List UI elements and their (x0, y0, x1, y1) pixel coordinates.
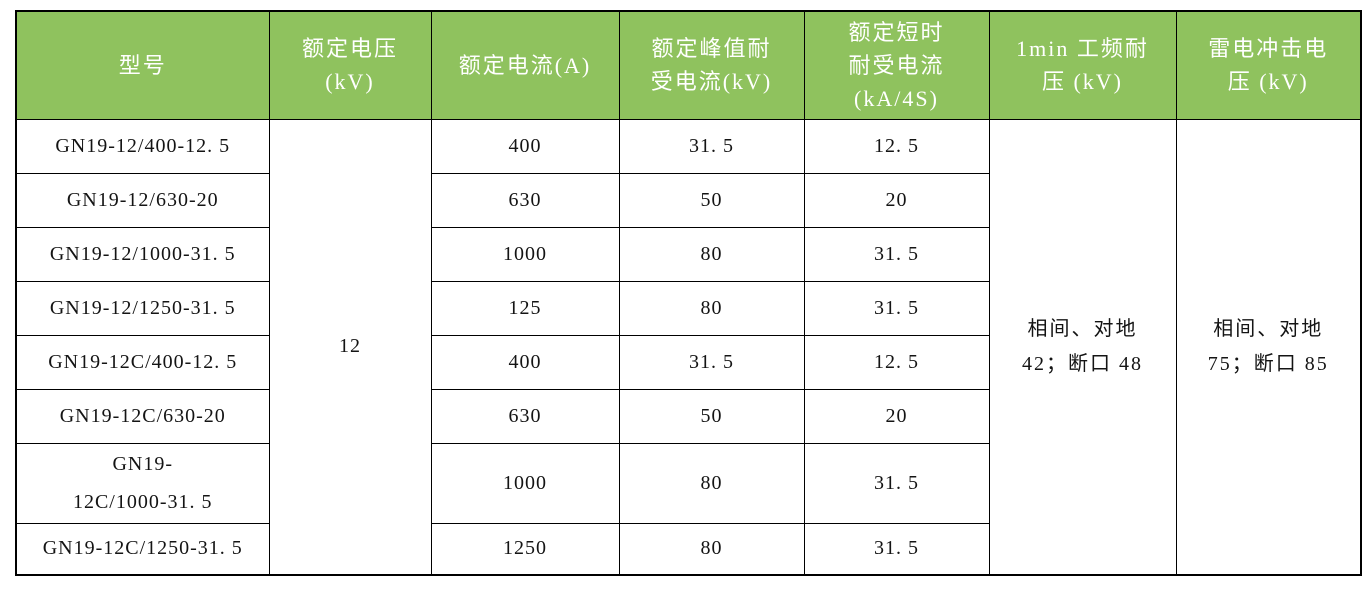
model-cell: GN19- 12C/1000-31. 5 (15, 442, 270, 524)
short-time-current-cell: 31. 5 (803, 280, 990, 336)
peak-current-cell: 80 (618, 280, 805, 336)
header-text: (kA/4S) (854, 85, 939, 111)
table-row: GN19-12C/630-20 630 50 20 (15, 388, 1361, 444)
header-text: 雷电冲击电 (1208, 36, 1329, 62)
lightning-line2: 75；断口 85 (1207, 352, 1329, 375)
col-header-rated-voltage: 额定电压 (kV) (268, 10, 432, 120)
short-time-current-cell: 12. 5 (803, 118, 990, 174)
model-cell: GN19-12C/400-12. 5 (15, 334, 270, 390)
short-time-current-cell: 20 (803, 172, 990, 228)
short-time-current-cell: 31. 5 (803, 442, 990, 524)
col-header-power-freq-withstand: 1min 工频耐 压 (kV) (988, 10, 1177, 120)
col-header-peak-withstand-current: 额定峰值耐 受电流(kV) (618, 10, 805, 120)
current-cell: 1250 (430, 522, 620, 576)
current-cell: 630 (430, 172, 620, 228)
model-cell: GN19-12/400-12. 5 (15, 118, 270, 174)
header-text: 型号 (118, 52, 167, 78)
peak-current-cell: 80 (618, 442, 805, 524)
peak-current-cell: 50 (618, 388, 805, 444)
current-cell: 630 (430, 388, 620, 444)
header-text: 受电流(kV) (650, 69, 773, 95)
power-freq-line2: 42；断口 48 (1022, 352, 1143, 375)
model-cell: GN19-12/1000-31. 5 (15, 226, 270, 282)
header-row: 型号 额定电压 (kV) 额定电流(A) 额定峰值耐 受电流(kV) 额定短时 … (15, 10, 1362, 120)
header-text: 1min 工频耐 (1016, 36, 1149, 62)
col-header-rated-current: 额定电流(A) (430, 10, 620, 120)
current-cell: 400 (430, 118, 620, 174)
spec-table: 型号 额定电压 (kV) 额定电流(A) 额定峰值耐 受电流(kV) 额定短时 … (15, 10, 1362, 576)
table-row: GN19-12/1250-31. 5 125 80 31. 5 (15, 280, 1361, 336)
power-freq-line1: 相间、对地 (1027, 317, 1138, 340)
current-cell: 400 (430, 334, 620, 390)
header-text: 额定峰值耐 (651, 36, 772, 62)
header-text: 耐受电流 (848, 52, 945, 78)
col-header-model: 型号 (15, 10, 270, 120)
short-time-current-cell: 12. 5 (803, 334, 990, 390)
col-header-short-time-current: 额定短时 耐受电流 (kA/4S) (803, 10, 990, 120)
current-cell: 125 (430, 280, 620, 336)
model-cell: GN19-12/630-20 (15, 172, 270, 228)
table-row: GN19-12/400-12. 5 12 400 31. 5 12. 5 相间、… (15, 118, 1362, 576)
peak-current-cell: 50 (618, 172, 805, 228)
col-header-lightning-impulse: 雷电冲击电 压 (kV) (1175, 10, 1362, 120)
peak-current-cell: 80 (618, 522, 805, 576)
model-cell: GN19-12C/1250-31. 5 (15, 522, 270, 576)
table-row: GN19-12C/400-12. 5 400 31. 5 12. 5 (15, 334, 1361, 390)
header-text: 额定短时 (848, 19, 945, 45)
model-cell: GN19-12/1250-31. 5 (15, 280, 270, 336)
table-row: GN19-12/630-20 630 50 20 (15, 172, 1361, 228)
short-time-current-cell: 31. 5 (803, 522, 990, 576)
header-text: 额定电流(A) (458, 52, 592, 78)
model-line1: GN19- (112, 453, 174, 475)
lightning-line1: 相间、对地 (1213, 317, 1324, 340)
table-row: GN19-12/1000-31. 5 1000 80 31. 5 (15, 226, 1361, 282)
header-text: (kV) (325, 69, 375, 95)
header-text: 压 (kV) (1227, 69, 1309, 95)
short-time-current-cell: 31. 5 (803, 226, 990, 282)
header-text: 额定电压 (301, 36, 398, 62)
peak-current-cell: 80 (618, 226, 805, 282)
rated-voltage-cell: 12 (268, 118, 432, 576)
model-cell: GN19-12C/630-20 (15, 388, 270, 444)
header-text: 压 (kV) (1041, 69, 1124, 95)
peak-current-cell: 31. 5 (618, 334, 805, 390)
peak-current-cell: 31. 5 (618, 118, 805, 174)
short-time-current-cell: 20 (803, 388, 990, 444)
current-cell: 1000 (430, 226, 620, 282)
table-row: GN19-12C/1250-31. 5 1250 80 31. 5 (15, 522, 1361, 576)
model-line2: 12C/1000-31. 5 (72, 491, 213, 513)
power-freq-cell: 相间、对地 42；断口 48 (988, 118, 1177, 576)
current-cell: 1000 (430, 442, 620, 524)
table-row: GN19- 12C/1000-31. 5 1000 80 31. 5 (15, 442, 1361, 524)
lightning-cell: 相间、对地 75；断口 85 (1175, 118, 1362, 576)
